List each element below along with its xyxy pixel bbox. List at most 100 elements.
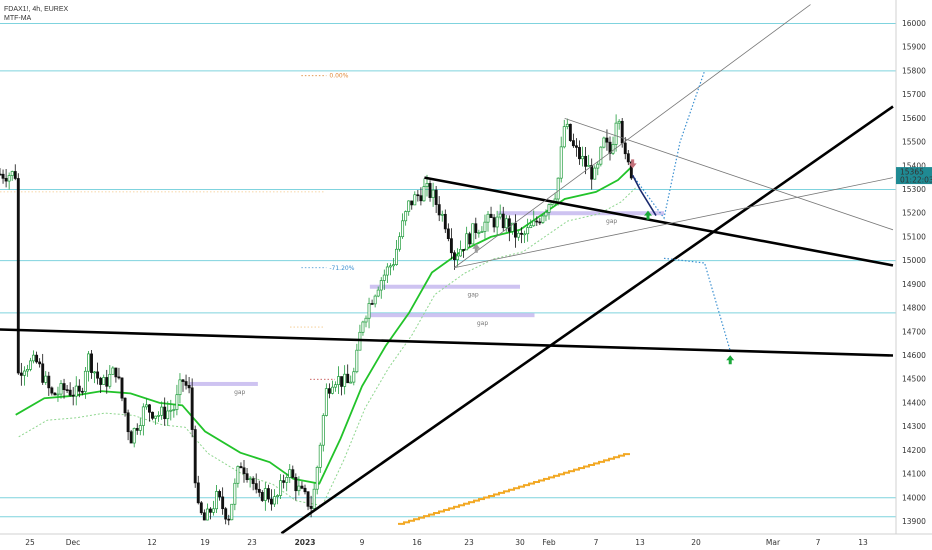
projection-short-path	[631, 174, 657, 217]
candle-bull	[138, 425, 142, 431]
candle-bear	[1, 173, 5, 179]
candle-bull	[517, 232, 520, 238]
candle-bull	[529, 225, 533, 228]
candle-bear	[123, 397, 127, 414]
gap-zone	[189, 381, 258, 386]
price-tick-label: 15900	[902, 43, 926, 52]
candle-bull	[431, 189, 435, 198]
trendline-thin	[564, 117, 894, 231]
candle-bull	[599, 146, 603, 165]
candle-bear	[68, 389, 72, 396]
candle-bull	[236, 466, 240, 484]
candle-bear	[282, 480, 286, 483]
time-tick-label: Dec	[66, 538, 81, 547]
candle-bull	[465, 233, 469, 251]
candle-bear	[520, 232, 524, 235]
price-tick-label: 14200	[902, 446, 926, 455]
candle-bear	[513, 222, 517, 238]
candle-bear	[428, 183, 432, 198]
candle-bear	[535, 220, 539, 223]
gap-label: gap	[606, 218, 617, 225]
candle-bull	[398, 236, 402, 250]
candle-bear	[449, 238, 453, 254]
candle-bear	[196, 482, 200, 504]
trendline-thick	[424, 176, 894, 267]
candle-bear	[4, 177, 8, 182]
candle-bull	[593, 167, 597, 180]
candle-bear	[190, 387, 194, 430]
candle-bull	[7, 175, 11, 182]
candle-bull	[212, 508, 215, 513]
trendline-thin	[454, 177, 894, 269]
candle-bull	[157, 414, 161, 417]
candle-bear	[221, 496, 225, 510]
candle-bear	[309, 505, 313, 509]
candle-bear	[291, 469, 295, 478]
candle-bull	[495, 216, 499, 228]
candle-bull	[498, 213, 502, 218]
arrow-up-icon	[472, 243, 481, 253]
candle-bull	[178, 379, 182, 396]
candle-bull	[93, 371, 96, 374]
candle-bull	[166, 410, 170, 420]
candle-bear	[437, 204, 441, 216]
candle-bull	[172, 409, 176, 411]
candle-bear	[626, 153, 630, 163]
candle-bear	[346, 373, 350, 384]
candle-bear	[538, 221, 542, 224]
candle-bear	[474, 223, 478, 233]
candle-bull	[230, 503, 234, 521]
candle-bear	[16, 178, 20, 374]
candle-bear	[50, 387, 54, 394]
candle-bull	[111, 367, 115, 375]
indicator-name: MTF-MA	[4, 15, 32, 22]
candle-bull	[364, 317, 368, 323]
time-tick-label: 23	[247, 538, 257, 547]
candle-bear	[416, 194, 420, 197]
candle-bull	[526, 227, 530, 235]
candle-bull	[343, 373, 347, 387]
candle-bull	[154, 415, 157, 419]
price-tick-label: 15300	[902, 185, 926, 194]
candle-bull	[233, 482, 237, 505]
candle-bull	[504, 218, 508, 229]
candle-bull	[248, 478, 252, 481]
candle-bear	[492, 217, 496, 228]
time-tick-label: 2023	[295, 538, 316, 547]
candle-bear	[578, 147, 581, 160]
price-tick-label: 14600	[902, 351, 926, 360]
candle-bear	[434, 189, 438, 205]
candle-bull	[108, 373, 112, 387]
gap-zone	[369, 313, 535, 318]
candle-bear	[605, 137, 609, 143]
candle-bear	[65, 389, 69, 392]
candle-bear	[370, 303, 374, 305]
candle-bear	[193, 429, 197, 484]
projection-up-path	[632, 70, 706, 220]
candle-bear	[584, 155, 588, 167]
candle-bull	[141, 406, 145, 426]
candle-bear	[227, 518, 231, 521]
price-tick-label: 14700	[902, 327, 926, 336]
time-tick-label: 9	[360, 538, 365, 547]
candle-bull	[477, 232, 481, 234]
candle-bull	[456, 255, 459, 261]
candle-bear	[266, 488, 270, 500]
candle-bear	[184, 381, 188, 386]
candle-bear	[80, 390, 84, 393]
candle-bear	[35, 354, 39, 363]
candle-bear	[99, 377, 103, 385]
candle-bear	[105, 377, 109, 387]
candle-bear	[443, 213, 447, 230]
candle-bull	[532, 220, 536, 227]
candle-bear	[260, 492, 264, 501]
candle-bull	[510, 222, 514, 232]
price-tick-label: 15000	[902, 256, 926, 265]
candle-bull	[559, 146, 563, 179]
candle-bull	[562, 126, 566, 148]
candle-bull	[422, 186, 426, 202]
candle-bear	[239, 466, 243, 469]
symbol-title: FDAX1!, 4h, EUREX	[4, 6, 69, 13]
